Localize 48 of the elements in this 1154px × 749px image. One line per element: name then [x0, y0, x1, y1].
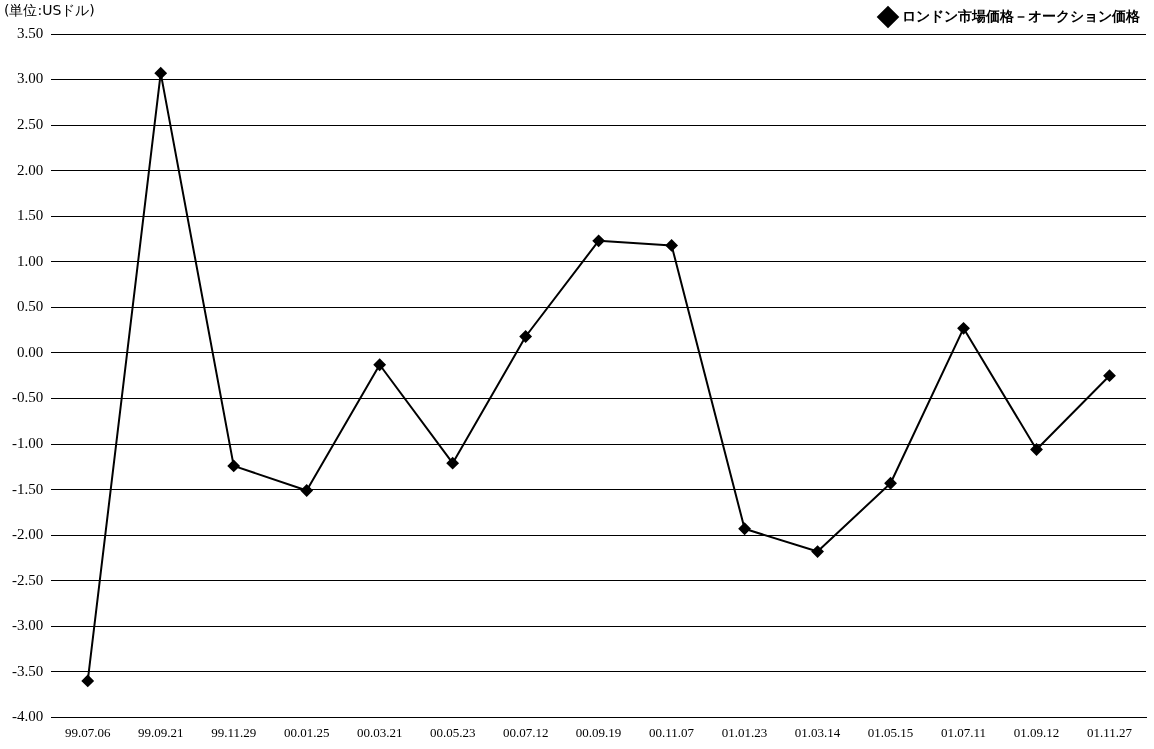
- point: [811, 545, 824, 558]
- y-tick-label: -1.50: [12, 480, 44, 497]
- point: [957, 322, 970, 335]
- point: [1103, 369, 1116, 382]
- x-tick-label: 01.01.23: [721, 724, 768, 740]
- point: [227, 459, 240, 472]
- x-tick-label: 99.11.29: [211, 724, 257, 740]
- y-tick-label: 0.00: [17, 343, 44, 360]
- x-tick-label: 00.07.12: [502, 724, 549, 740]
- y-tick-label: -3.00: [12, 617, 44, 634]
- x-tick-label: 01.07.11: [941, 724, 987, 740]
- y-tick-label: -2.00: [12, 526, 44, 543]
- x-tick-label: 01.03.14: [794, 724, 841, 740]
- y-tick-label: -4.00: [12, 708, 44, 725]
- y-tick-label: 2.50: [17, 116, 44, 133]
- x-tick-label: 01.11.27: [1086, 724, 1133, 740]
- x-tick-label: 99.09.21: [137, 724, 184, 740]
- point: [81, 674, 94, 687]
- x-tick-label: 99.07.06: [64, 724, 111, 740]
- y-tick-label: 2.00: [17, 161, 44, 178]
- x-tick-label: 01.09.12: [1013, 724, 1060, 740]
- y-axis-title: (単位:USドル): [4, 2, 95, 20]
- point: [154, 67, 167, 80]
- y-tick-label: 3.50: [17, 24, 44, 41]
- y-tick-label: 1.00: [17, 252, 44, 269]
- point: [519, 330, 532, 343]
- y-tick-label: 0.50: [17, 298, 44, 315]
- point: [1030, 443, 1043, 456]
- point: [665, 239, 678, 252]
- x-tick-label: 00.11.07: [649, 724, 695, 740]
- point: [884, 477, 897, 490]
- x-tick-label: 00.09.19: [575, 724, 622, 740]
- point: [738, 522, 751, 535]
- x-tick-label: 00.05.23: [429, 724, 476, 740]
- point: [373, 358, 386, 371]
- legend-label: ロンドン市場価格－オークション価格: [902, 7, 1141, 24]
- x-tick-label: 00.01.25: [283, 724, 330, 740]
- y-tick-label: 1.50: [17, 207, 44, 224]
- x-tick-label: 01.05.15: [867, 724, 914, 740]
- x-tick-label: 00.03.21: [356, 724, 403, 740]
- y-tick-label: -3.50: [12, 662, 44, 679]
- point: [446, 457, 459, 470]
- point: [300, 484, 313, 497]
- y-tick-label: 3.00: [17, 70, 44, 87]
- y-tick-label: -1.00: [12, 434, 44, 451]
- y-tick-label: -0.50: [12, 389, 44, 406]
- y-tick-label: -2.50: [12, 571, 44, 588]
- point: [592, 234, 605, 247]
